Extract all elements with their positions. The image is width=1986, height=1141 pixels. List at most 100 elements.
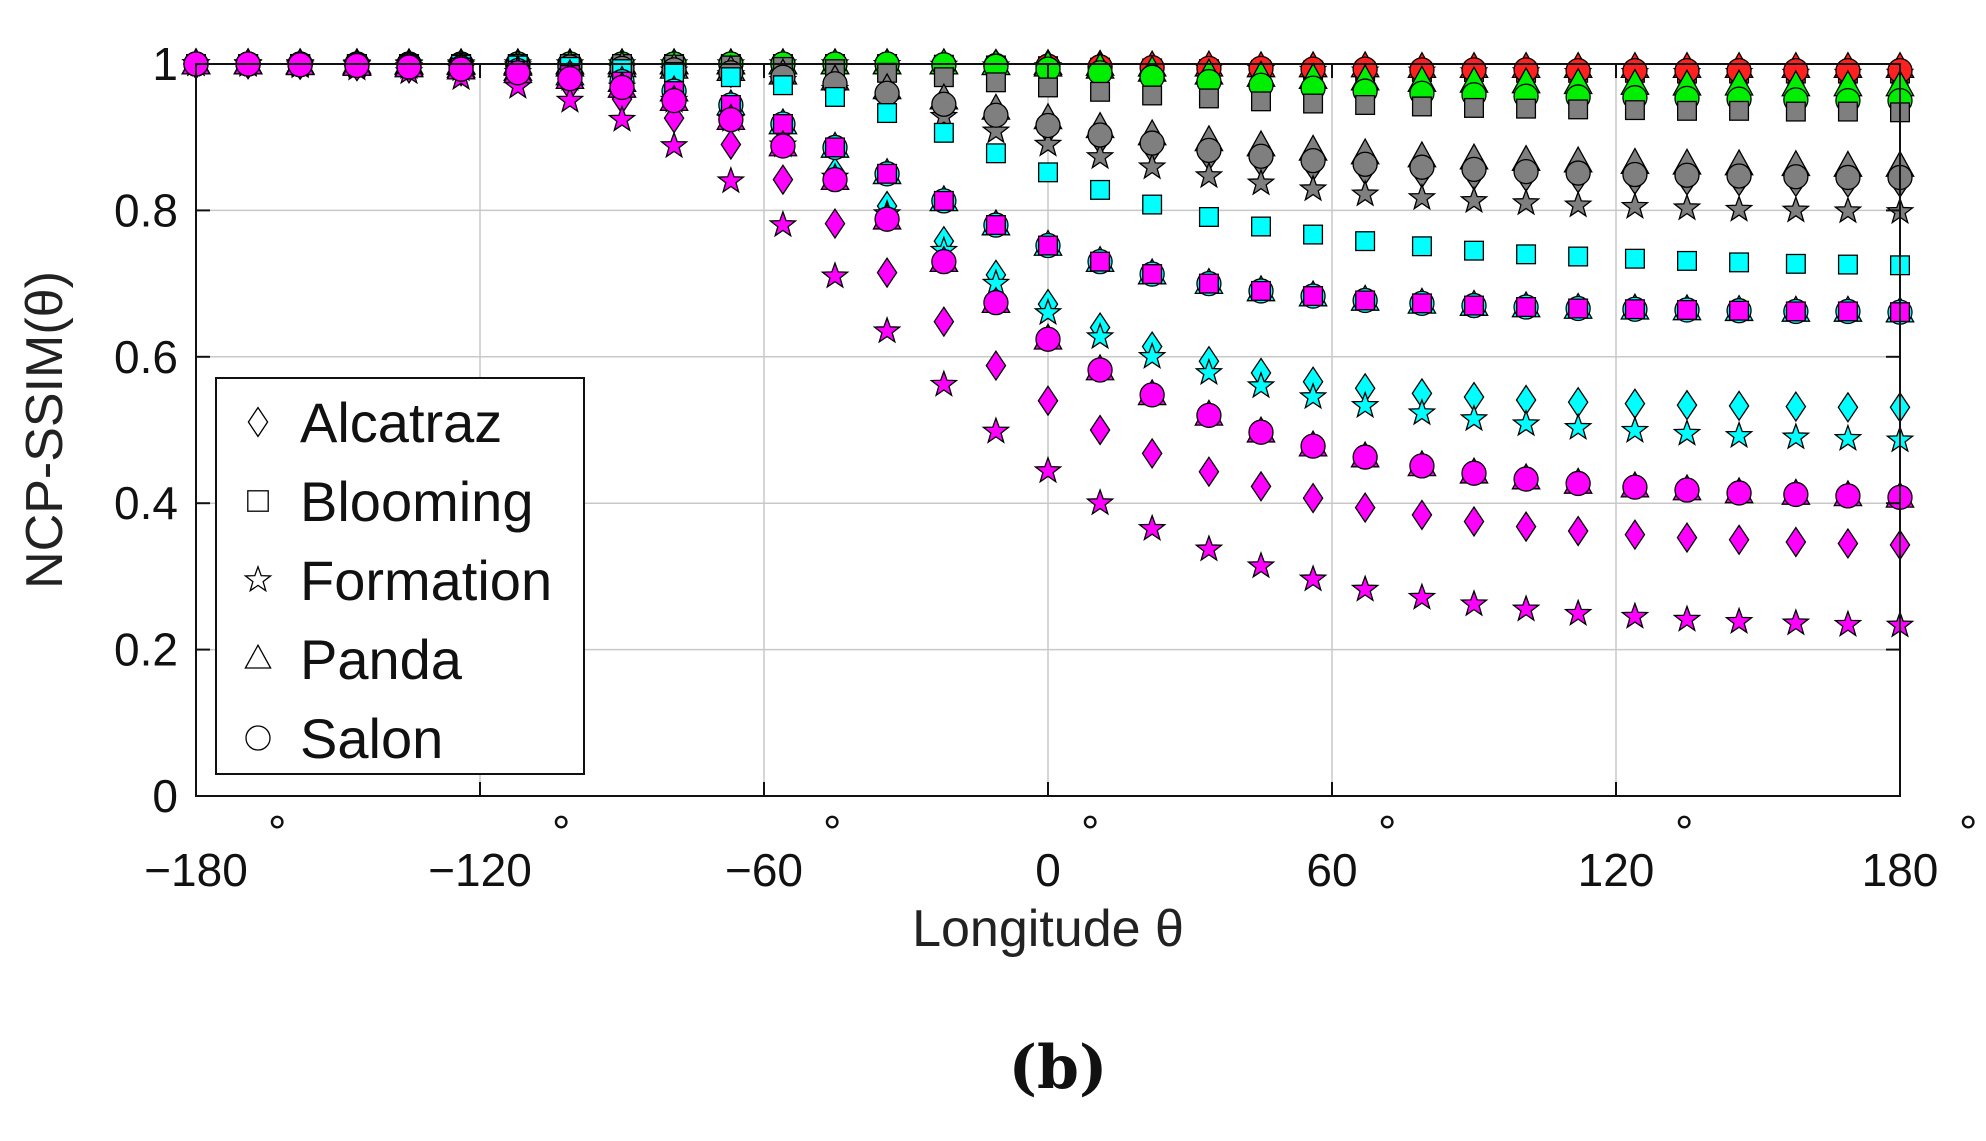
point-magenta-diamond-11 <box>772 164 794 196</box>
point-gray-circle-26 <box>1565 160 1591 186</box>
point-magenta-star-9 <box>659 130 689 159</box>
point-gray-square-17 <box>1090 81 1111 102</box>
point-cyan-star-18 <box>1137 341 1167 370</box>
point-gray-circle-17 <box>1087 122 1113 148</box>
point-magenta-square-12 <box>825 137 846 158</box>
point-gray-star-23 <box>1407 182 1437 211</box>
legend-entry-blooming: Blooming <box>247 470 533 533</box>
point-magenta-circle-15 <box>983 289 1009 316</box>
point-cyan-star-29 <box>1724 420 1754 449</box>
point-gray-square-21 <box>1303 93 1324 114</box>
x-tick-degree-4: ° <box>1378 806 1396 858</box>
point-cyan-star-31 <box>1833 423 1863 452</box>
point-magenta-circle-10 <box>718 106 744 133</box>
point-gray-circle-31 <box>1835 164 1861 191</box>
point-magenta-star-16 <box>1033 455 1063 484</box>
point-gray-circle-19 <box>1196 137 1222 164</box>
point-gray-star-25 <box>1511 187 1541 216</box>
y-tick-label-3: 0.6 <box>114 331 178 383</box>
point-magenta-diamond-12 <box>824 208 846 240</box>
point-magenta-diamond-25 <box>1515 511 1537 543</box>
point-magenta-circle-25 <box>1513 466 1539 492</box>
point-magenta-star-8 <box>607 104 637 132</box>
x-tick-degree-6: ° <box>1959 806 1977 858</box>
legend-box <box>215 377 585 775</box>
point-cyan-square-16 <box>1038 162 1059 183</box>
point-gray-square-27 <box>1624 100 1645 121</box>
x-tick-degree-2: ° <box>823 806 841 858</box>
point-magenta-square-27 <box>1624 299 1645 320</box>
point-magenta-circle-6 <box>505 60 531 86</box>
point-cyan-square-26 <box>1568 246 1589 267</box>
point-magenta-circle-29 <box>1726 480 1752 506</box>
point-magenta-circle-12 <box>822 167 848 193</box>
point-magenta-square-30 <box>1785 301 1806 322</box>
point-magenta-circle-26 <box>1565 470 1591 497</box>
point-magenta-circle-16 <box>1035 326 1061 352</box>
legend-entry-formation: Formation <box>243 549 552 612</box>
point-magenta-diamond-16 <box>1037 385 1059 417</box>
legend-label-alcatraz: Alcatraz <box>300 391 502 454</box>
point-magenta-square-13 <box>877 163 898 184</box>
point-magenta-diamond-21 <box>1302 482 1324 514</box>
point-magenta-star-31 <box>1833 609 1863 637</box>
point-gray-square-31 <box>1837 101 1858 122</box>
point-magenta-circle-22 <box>1352 444 1378 470</box>
x-tick-label-6: 180 <box>1862 844 1939 896</box>
y-tick-label-1: 0.2 <box>114 624 178 676</box>
x-tick-label-0: −180 <box>144 844 248 896</box>
point-magenta-diamond-15 <box>985 350 1007 382</box>
point-cyan-square-11 <box>772 75 793 96</box>
point-magenta-star-28 <box>1672 604 1702 632</box>
point-magenta-star-15 <box>981 416 1011 444</box>
point-gray-star-20 <box>1246 168 1276 196</box>
point-magenta-square-20 <box>1251 280 1272 301</box>
point-magenta-circle-11 <box>770 133 796 159</box>
point-gray-square-22 <box>1355 94 1376 115</box>
point-gray-star-27 <box>1620 191 1650 219</box>
point-magenta-square-19 <box>1198 273 1219 294</box>
point-gray-star-29 <box>1724 194 1754 222</box>
point-gray-star-21 <box>1298 174 1328 202</box>
point-magenta-star-23 <box>1407 582 1437 610</box>
point-gray-circle-14 <box>931 91 957 117</box>
point-magenta-star-25 <box>1511 594 1541 622</box>
point-gray-square-15 <box>985 72 1006 93</box>
point-gray-square-29 <box>1729 100 1750 121</box>
y-tick-label-2: 0.4 <box>114 477 178 529</box>
point-gray-circle-30 <box>1783 164 1809 190</box>
point-cyan-star-16 <box>1033 297 1063 326</box>
point-magenta-diamond-13 <box>876 257 898 289</box>
point-magenta-square-17 <box>1090 251 1111 272</box>
x-tick-degree-3: ° <box>1081 806 1099 858</box>
point-magenta-star-12 <box>820 261 850 289</box>
point-magenta-circle-28 <box>1674 477 1700 503</box>
point-cyan-square-20 <box>1251 216 1272 237</box>
point-magenta-square-31 <box>1837 301 1858 322</box>
point-gray-square-20 <box>1251 91 1272 112</box>
legend-label-salon: Salon <box>300 707 443 770</box>
point-cyan-square-10 <box>720 67 741 88</box>
point-magenta-circle-18 <box>1139 382 1165 408</box>
point-cyan-square-28 <box>1677 250 1698 271</box>
point-magenta-star-21 <box>1298 564 1328 592</box>
point-gray-star-22 <box>1350 179 1380 207</box>
point-magenta-diamond-31 <box>1837 527 1859 560</box>
y-tick-label-0: 0 <box>152 770 178 822</box>
point-magenta-star-11 <box>768 209 798 238</box>
point-gray-star-30 <box>1781 195 1811 223</box>
point-cyan-square-30 <box>1785 253 1806 274</box>
point-gray-circle-23 <box>1409 154 1435 180</box>
point-cyan-diamond-29 <box>1728 390 1750 422</box>
point-magenta-square-29 <box>1729 300 1750 321</box>
point-gray-star-26 <box>1563 190 1593 218</box>
point-gray-square-28 <box>1677 100 1698 121</box>
point-gray-circle-18 <box>1139 130 1165 156</box>
legend-label-panda: Panda <box>300 628 463 691</box>
point-cyan-square-29 <box>1729 252 1750 273</box>
point-cyan-star-19 <box>1194 357 1224 386</box>
legend-entry-panda: Panda <box>244 628 463 691</box>
point-gray-star-17 <box>1085 141 1115 170</box>
point-magenta-circle-30 <box>1783 481 1809 508</box>
point-gray-square-26 <box>1568 99 1589 120</box>
